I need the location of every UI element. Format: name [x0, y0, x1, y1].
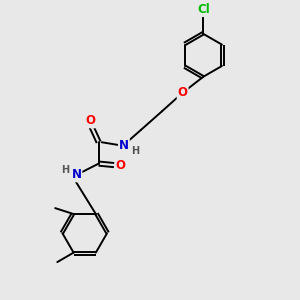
- Text: Cl: Cl: [197, 3, 210, 16]
- Text: O: O: [178, 86, 188, 100]
- Text: N: N: [71, 168, 81, 182]
- Text: H: H: [131, 146, 139, 155]
- Text: N: N: [119, 139, 129, 152]
- Text: H: H: [61, 165, 69, 176]
- Text: O: O: [116, 159, 126, 172]
- Text: O: O: [85, 114, 95, 128]
